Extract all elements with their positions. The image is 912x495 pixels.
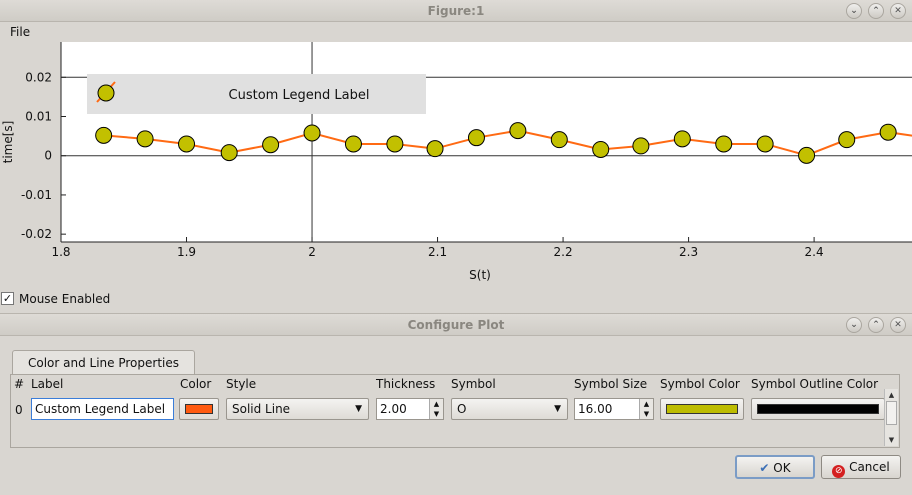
configure-plot-dialog: Configure Plot ⌄ ⌃ ✕ Color and Line Prop… xyxy=(0,313,912,495)
data-point xyxy=(673,130,691,148)
minimize-icon[interactable]: ⌄ xyxy=(846,3,862,19)
chevron-down-icon: ▼ xyxy=(554,404,561,414)
menu-file[interactable]: File xyxy=(10,25,31,39)
y-tick-label: 0.02 xyxy=(25,70,52,84)
data-point xyxy=(467,129,485,147)
data-point xyxy=(344,135,362,153)
dialog-title: Configure Plot xyxy=(407,318,505,332)
data-point xyxy=(95,126,113,144)
col-header-symbol-color: Symbol Color xyxy=(660,377,740,391)
scroll-down-icon[interactable]: ▼ xyxy=(888,436,895,444)
close-icon[interactable]: ✕ xyxy=(890,3,906,19)
symbol-outline-color-swatch xyxy=(757,404,879,414)
y-tick-label: -0.01 xyxy=(21,188,52,202)
thickness-value: 2.00 xyxy=(380,402,407,416)
symbol-outline-color-button[interactable] xyxy=(751,398,885,420)
data-point xyxy=(592,140,610,158)
symbol-size-spinner[interactable]: 16.00 ▲ ▼ xyxy=(574,398,654,420)
data-point xyxy=(632,137,650,155)
x-tick-label: 2.1 xyxy=(428,245,447,259)
dialog-minimize-icon[interactable]: ⌄ xyxy=(846,317,862,333)
col-header-symbol: Symbol xyxy=(451,377,496,391)
col-header-thickness: Thickness xyxy=(376,377,436,391)
data-point xyxy=(838,131,856,149)
window-title: Figure:1 xyxy=(427,4,485,18)
cancel-icon: ⊘ xyxy=(832,465,846,478)
label-input[interactable]: Custom Legend Label xyxy=(31,398,174,420)
line-color-button[interactable] xyxy=(179,398,219,420)
col-header-label: Label xyxy=(31,377,64,391)
mouse-enabled-label: Mouse Enabled xyxy=(19,292,111,306)
data-point xyxy=(426,140,444,158)
data-point xyxy=(509,122,527,140)
symbol-color-button[interactable] xyxy=(660,398,744,420)
chevron-down-icon: ▼ xyxy=(355,404,362,414)
data-point xyxy=(136,130,154,148)
data-point xyxy=(178,135,196,153)
data-point xyxy=(262,136,280,154)
mouse-enabled-checkbox[interactable]: ✓ xyxy=(1,292,14,305)
symbol-size-value: 16.00 xyxy=(578,402,613,416)
ok-label: OK xyxy=(773,461,791,475)
symbol-select[interactable]: O ▼ xyxy=(451,398,568,420)
plot-area[interactable]: 1.8 1.9 2 2.1 2.2 2.3 2.4 0.02 0.01 0 -0.01 -0.02 C… xyxy=(0,42,912,284)
dialog-titlebar[interactable]: Configure Plot ⌄ ⌃ ✕ xyxy=(0,314,912,336)
legend-box xyxy=(87,74,426,114)
tab-color-and-line-properties[interactable]: Color and Line Properties xyxy=(12,350,195,375)
x-tick-label: 2.4 xyxy=(805,245,824,259)
maximize-icon[interactable]: ⌃ xyxy=(868,3,884,19)
x-tick-label: 1.8 xyxy=(51,245,70,259)
legend-marker xyxy=(97,84,115,102)
x-tick-label: 2.3 xyxy=(679,245,698,259)
properties-table: # Label Color Style Thickness Symbol Sym… xyxy=(10,374,900,448)
col-header-symbol-outline-color: Symbol Outline Color xyxy=(751,377,879,391)
col-header-style: Style xyxy=(226,377,257,391)
cancel-label: Cancel xyxy=(849,460,890,474)
y-tick-label: 0.01 xyxy=(25,110,52,124)
col-header-symbol-size: Symbol Size xyxy=(574,377,648,391)
data-point xyxy=(756,135,774,153)
spinner-arrows-icon[interactable]: ▲ ▼ xyxy=(429,399,443,419)
y-tick-label: -0.02 xyxy=(21,227,52,241)
x-axis-label: S(t) xyxy=(469,268,491,282)
line-color-swatch xyxy=(185,404,213,414)
data-point xyxy=(798,146,816,164)
y-tick-label: 0 xyxy=(44,149,52,163)
x-tick-label: 1.9 xyxy=(177,245,196,259)
legend-label: Custom Legend Label xyxy=(229,88,370,103)
col-header-color: Color xyxy=(180,377,212,391)
style-select[interactable]: Solid Line ▼ xyxy=(226,398,369,420)
data-point xyxy=(386,135,404,153)
data-point xyxy=(715,135,733,153)
style-value: Solid Line xyxy=(232,402,291,416)
legend: Custom Legend Label xyxy=(87,74,426,114)
ok-button[interactable]: ✔ OK xyxy=(735,455,815,479)
symbol-value: O xyxy=(457,402,467,416)
scroll-up-icon[interactable]: ▲ xyxy=(888,391,895,399)
x-tick-label: 2 xyxy=(308,245,316,259)
col-header-index: # xyxy=(14,377,25,391)
data-point xyxy=(550,131,568,149)
scroll-thumb[interactable] xyxy=(886,401,897,425)
y-axis-label: time[s] xyxy=(1,121,15,164)
data-point xyxy=(220,144,238,162)
data-point xyxy=(303,124,321,142)
spinner-arrows-icon[interactable]: ▲ ▼ xyxy=(639,399,653,419)
symbol-color-swatch xyxy=(666,404,738,414)
figure-titlebar[interactable]: Figure:1 ⌄ ⌃ ✕ xyxy=(0,0,912,22)
thickness-spinner[interactable]: 2.00 ▲ ▼ xyxy=(376,398,444,420)
menubar: File xyxy=(0,22,912,42)
row-index: 0 xyxy=(15,403,23,417)
table-scrollbar[interactable]: ▲ ▼ xyxy=(884,389,898,446)
checkmark-icon: ✔ xyxy=(759,461,770,475)
x-tick-label: 2.2 xyxy=(554,245,573,259)
dialog-maximize-icon[interactable]: ⌃ xyxy=(868,317,884,333)
dialog-close-icon[interactable]: ✕ xyxy=(890,317,906,333)
chart[interactable]: 1.8 1.9 2 2.1 2.2 2.3 2.4 0.02 0.01 0 -0.01 -0.02 C… xyxy=(0,42,912,284)
data-point xyxy=(879,123,897,141)
cancel-button[interactable]: ⊘ Cancel xyxy=(821,455,901,479)
